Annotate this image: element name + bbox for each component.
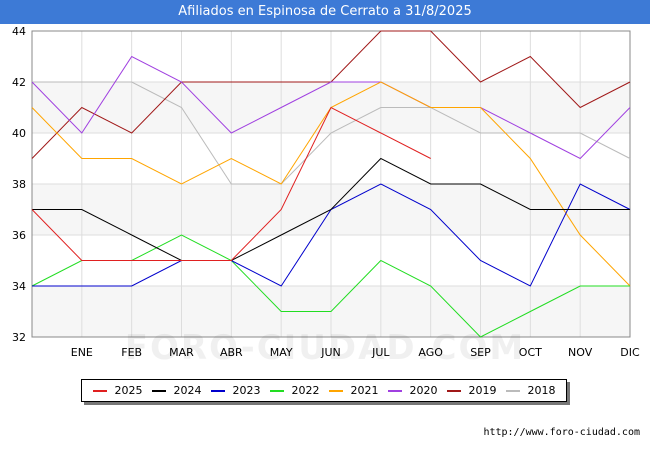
y-tick-label: 40 (12, 127, 26, 140)
legend-swatch (210, 389, 225, 392)
legend-swatch (505, 389, 520, 392)
x-tick-label: DIC (620, 346, 640, 359)
x-tick-label: ABR (220, 346, 243, 359)
x-tick-label: AGO (418, 346, 443, 359)
chart-title: Afiliados en Espinosa de Cerrato a 31/8/… (0, 0, 650, 24)
legend-swatch (151, 389, 166, 392)
x-tick-label: MAR (169, 346, 194, 359)
x-tick-label: MAY (270, 346, 293, 359)
legend-swatch (446, 389, 461, 392)
legend-item-2018: 2018 (505, 384, 556, 397)
source-url[interactable]: http://www.foro-ciudad.com (483, 427, 640, 438)
legend-label: 2023 (232, 384, 261, 397)
legend-label: 2020 (409, 384, 438, 397)
legend-item-2024: 2024 (151, 384, 202, 397)
legend-item-2019: 2019 (446, 384, 497, 397)
y-tick-label: 34 (12, 280, 26, 293)
legend-label: 2021 (350, 384, 379, 397)
legend-item-2021: 2021 (328, 384, 379, 397)
x-tick-label: JUL (371, 346, 390, 359)
plot-area-border (31, 30, 631, 338)
legend-swatch (269, 389, 284, 392)
legend-label: 2024 (173, 384, 202, 397)
legend-item-2023: 2023 (210, 384, 261, 397)
series-line-2020 (31, 55, 631, 160)
legend-label: 2019 (468, 384, 497, 397)
legend-swatch (328, 389, 343, 392)
legend-item-2022: 2022 (269, 384, 320, 397)
legend-item-2025: 2025 (92, 384, 143, 397)
x-tick-label: JUN (320, 346, 341, 359)
legend-label: 2018 (527, 384, 556, 397)
legend-swatch (387, 389, 402, 392)
y-tick-label: 36 (12, 229, 26, 242)
chart-legend: 2025 2024 2023 2022 2021 2020 2019 2018 (81, 379, 567, 402)
x-tick-label: NOV (568, 346, 593, 359)
series-line-2024 (32, 157, 630, 261)
legend-label: 2022 (291, 384, 320, 397)
watermark-text: FORO-CIUDAD.COM (124, 328, 526, 368)
y-tick-label: 44 (12, 25, 26, 38)
y-tick-label: 32 (12, 331, 26, 344)
x-tick-label: FEB (121, 346, 142, 359)
legend-item-2020: 2020 (387, 384, 438, 397)
y-tick-label: 38 (12, 178, 26, 191)
x-tick-label: ENE (71, 346, 93, 359)
legend-label: 2025 (114, 384, 143, 397)
legend-swatch (92, 389, 107, 392)
x-tick-label: OCT (519, 346, 542, 359)
y-tick-label: 42 (12, 76, 26, 89)
x-tick-label: SEP (470, 346, 491, 359)
series-line-2025 (31, 106, 431, 261)
